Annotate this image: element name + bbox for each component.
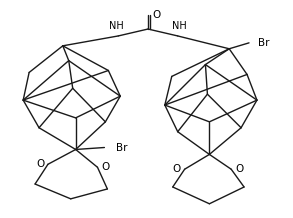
Text: O: O: [101, 162, 110, 172]
Text: NH: NH: [172, 21, 187, 31]
Text: O: O: [153, 10, 161, 20]
Text: NH: NH: [109, 21, 124, 31]
Text: O: O: [36, 159, 44, 169]
Text: Br: Br: [258, 38, 270, 48]
Text: O: O: [173, 164, 181, 174]
Text: O: O: [235, 164, 243, 174]
Text: Br: Br: [116, 143, 128, 153]
